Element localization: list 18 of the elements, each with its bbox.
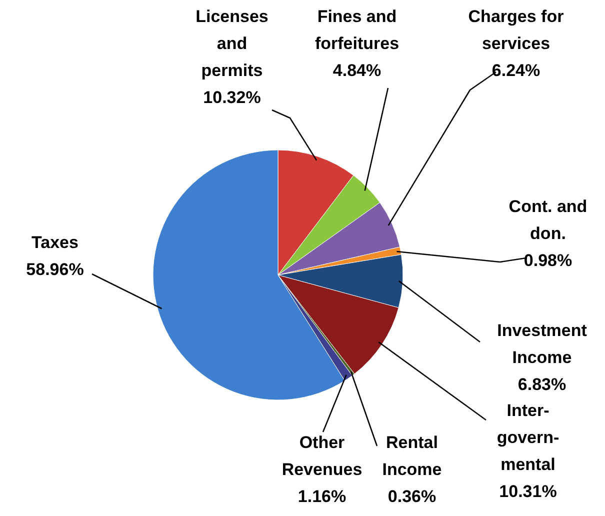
slice-label: Charges for services	[468, 7, 564, 53]
slice-label: Investment Income	[497, 321, 588, 367]
slice-label: Cont. and don.	[508, 197, 588, 243]
slice-label: Taxes	[32, 233, 78, 252]
slice-label: Fines and forfeitures	[314, 7, 400, 53]
data-label: 10.31%	[499, 482, 557, 501]
data-label: 10.32%	[203, 88, 261, 107]
data-label: 1.16%	[298, 487, 346, 506]
data-label: 0.98%	[524, 251, 572, 270]
data-label: 0.36%	[388, 487, 436, 506]
data-label: 6.24%	[492, 61, 540, 80]
data-label: 4.84%	[332, 61, 382, 80]
slice-label: Inter- govern- mental	[496, 401, 560, 474]
slice-label: Rental Income	[382, 433, 442, 479]
data-label: 6.83%	[518, 375, 566, 394]
data-label: 58.96%	[26, 260, 84, 279]
slice-label: Other Revenues	[282, 433, 362, 479]
slice-label: Licenses and permits	[196, 7, 268, 80]
